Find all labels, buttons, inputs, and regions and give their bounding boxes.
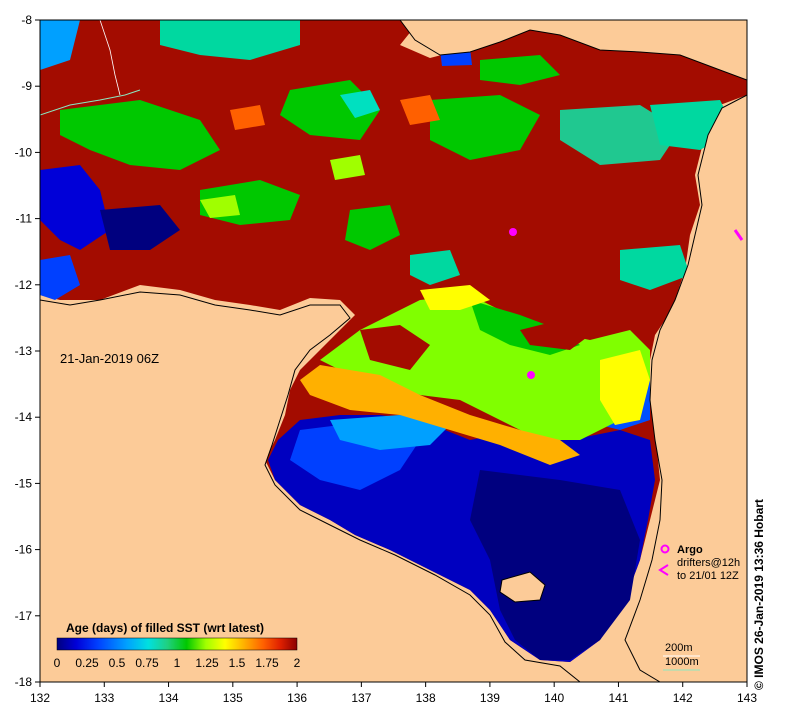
colorbar-tick-label: 0.25 [75, 656, 99, 670]
x-tick-label: 143 [737, 691, 757, 705]
y-tick-label: -13 [15, 344, 33, 358]
colorbar-tick-label: 2 [294, 656, 301, 670]
x-tick-label: 141 [608, 691, 628, 705]
isobath-200m [99, 20, 121, 96]
isobath-200m-label: 200m [665, 642, 693, 654]
isobath-1000m [40, 89, 141, 116]
isobath-1000m-label: 1000m [665, 656, 699, 668]
drifter-legend-label: drifters@12h [677, 557, 740, 569]
y-tick-label: -12 [15, 278, 33, 292]
y-tick-label: -18 [15, 675, 33, 689]
drifter-track [733, 229, 744, 241]
colorbar-gradient [56, 637, 298, 651]
colorbar-tick-label: 0.5 [109, 656, 126, 670]
y-tick-label: -15 [15, 476, 33, 490]
x-tick-label: 132 [30, 691, 50, 705]
x-tick-label: 135 [223, 691, 243, 705]
platform-legend: Argo drifters@12h to 21/01 12Z [658, 544, 740, 582]
x-tick-label: 140 [544, 691, 564, 705]
x-tick-label: 137 [351, 691, 371, 705]
colorbar-tick-label: 1.25 [195, 656, 219, 670]
arnhem-land [40, 292, 580, 682]
x-tick-label: 133 [94, 691, 114, 705]
x-tick-label: 139 [480, 691, 500, 705]
isobath-legend: 200m 1000m [663, 642, 700, 671]
colorbar-tick-label: 0 [54, 656, 61, 670]
argo-legend-icon [660, 544, 670, 554]
y-tick-label: -8 [21, 13, 32, 27]
x-tick-label: 134 [159, 691, 179, 705]
colorbar-tick-label: 1.5 [229, 656, 246, 670]
x-tick-label: 142 [673, 691, 693, 705]
colorbar-tick-label: 1.75 [255, 656, 279, 670]
drifter-legend-date: to 21/01 12Z [677, 570, 739, 582]
argo-float [509, 228, 517, 236]
cape-york [625, 95, 747, 682]
credit-label: © IMOS 26-Jan-2019 13:36 Hobart [752, 499, 766, 690]
y-tick-label: -14 [15, 410, 33, 424]
new-guinea [400, 20, 747, 80]
timestamp-label: 21-Jan-2019 06Z [60, 351, 159, 366]
x-tick-label: 136 [287, 691, 307, 705]
argo-float [527, 371, 535, 379]
y-tick-label: -16 [15, 543, 33, 557]
y-tick-label: -17 [15, 609, 33, 623]
y-axis: -8 -9 -10 -11 -12 -13 -14 -15 -16 -17 -18 [15, 13, 40, 689]
colorbar-title: Age (days) of filled SST (wrt latest) [66, 621, 264, 635]
x-tick-label: 138 [416, 691, 436, 705]
colorbar-tick-label: 0.75 [135, 656, 159, 670]
y-tick-label: -9 [21, 79, 32, 93]
x-axis: 132 133 134 135 136 137 138 139 140 141 142 143 [30, 682, 757, 705]
argo-legend-label: Argo [677, 544, 703, 556]
colorbar-tick-label: 1 [174, 656, 181, 670]
y-tick-label: -10 [15, 145, 33, 159]
y-tick-label: -11 [16, 212, 33, 226]
drifter-legend-icon [658, 564, 669, 576]
